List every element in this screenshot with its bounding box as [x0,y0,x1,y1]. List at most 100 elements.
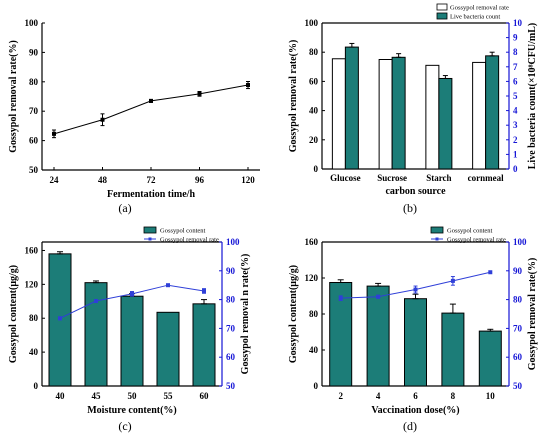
y-axis-label: Gossypol content(μg/g) [288,265,299,363]
data-point [52,131,56,136]
y2-tick-label: 7 [513,62,518,72]
x-tick-label: 4 [376,391,381,401]
y-tick-label: 20 [309,135,319,145]
legend-label: Live bacteria count [450,14,500,21]
x-tick-label: 120 [241,175,255,185]
bar-live-bacteria [391,56,406,170]
legend-label: Gossypol content [160,228,206,235]
y2-tick-label: 8 [513,47,518,57]
y-tick-label: 120 [305,273,319,283]
x-tick-label: Starch [426,173,451,183]
panel-caption: (c) [118,419,131,433]
y-axis-label: Gossypol removal rate(%) [288,40,299,153]
data-point [202,288,206,293]
x-axis-label: Vaccination dose(%) [371,405,459,416]
legend-swatch [436,3,448,11]
y2-tick-label: 50 [513,381,523,391]
x-axis-label: Moisture content(%) [87,405,177,416]
y-tick-label: 40 [309,345,319,355]
y-tick-label: 80 [29,313,39,323]
x-tick-label: 55 [164,391,174,401]
y2-tick-label: 70 [226,323,236,333]
y2-axis-label: Gossypol removal n rate(%) [240,254,251,375]
y-tick-label: 80 [309,309,319,319]
x-tick-label: 24 [50,175,60,185]
y-tick-label: 70 [29,106,39,116]
x-tick-label: 6 [413,391,418,401]
y2-tick-label: 80 [513,295,523,305]
legend-swatch [143,226,157,234]
legend-label: Gossypol removal rate [160,237,219,244]
x-tick-label: 2 [338,391,343,401]
data-point [130,291,134,296]
y2-axis-label: Live bacteria count(×10⁸CFU/mL) [527,23,538,169]
legend-label: Gossypol removal rate [450,5,509,12]
y-tick-label: 160 [305,237,319,247]
bar-removal-rate [425,64,440,170]
bar-removal-rate [472,61,487,170]
data-point [450,278,455,283]
y2-axis-label: Gossypol removal rate(%) [527,258,538,371]
x-tick-label: Glucose [330,173,361,183]
x-tick-label: 45 [92,391,102,401]
chart-b: 0 20 40 60 80 100 Gossypol removal rate(%) 0 1 2 3… [288,3,538,215]
y2-tick-label: 60 [226,352,236,362]
y2-tick-label: 5 [513,91,518,101]
y-tick-label: 100 [25,18,39,28]
panel-caption: (a) [118,201,131,215]
bar-live-bacteria [344,46,359,170]
x-tick-label: 60 [200,391,210,401]
data-point [58,316,62,321]
y-tick-label: 160 [25,245,39,255]
legend-label: Gossypol removal rate [447,237,506,244]
chart-d: 0 40 80 120 160 Gossypol content(μg/g) 50 60 70 8… [288,226,538,433]
series-line [53,84,249,135]
y-tick-label: 80 [29,77,39,87]
y2-tick-label: 6 [513,76,518,86]
y-tick-label: 40 [309,106,319,116]
bar-gossypol-content [120,295,144,387]
y2-tick-label: 90 [226,266,236,276]
y-tick-label: 0 [34,381,39,391]
y-axis-label: Gossypol removal rate(%) [8,40,19,153]
data-point [197,91,202,96]
y-tick-label: 0 [314,164,319,174]
y2-tick-label: 100 [226,237,240,247]
data-point [376,294,381,299]
panel-caption: (d) [403,419,417,433]
y2-tick-label: 100 [513,237,527,247]
bar-gossypol-content [192,303,216,387]
bar-gossypol-content [441,312,465,387]
y2-tick-label: 10 [513,18,523,28]
bar-gossypol-content [366,285,390,387]
y-tick-label: 90 [29,47,39,57]
data-point [149,98,153,103]
y-tick-label: 60 [29,136,39,146]
y2-tick-label: 80 [226,295,236,305]
legend-label: Gossypol content [447,228,493,235]
y2-tick-label: 70 [513,323,523,333]
bar-removal-rate [378,59,393,170]
data-point [94,299,98,304]
data-point [246,83,250,88]
y-tick-label: 120 [25,279,39,289]
y2-tick-label: 4 [513,106,518,116]
x-tick-label: 10 [486,391,496,401]
bar-gossypol-content [156,311,180,387]
y2-tick-label: 0 [513,164,518,174]
x-tick-label: 72 [147,175,157,185]
y-tick-label: 100 [305,18,319,28]
data-point [166,283,170,288]
y-tick-label: 40 [29,347,39,357]
y2-tick-label: 90 [513,266,523,276]
legend-swatch [430,226,444,234]
data-point [338,296,343,301]
bar-removal-rate [331,58,346,170]
x-axis-label: Fermentation time/h [107,189,195,200]
data-point [413,287,418,292]
y2-tick-label: 60 [513,352,523,362]
legend-swatch [436,12,448,20]
x-axis-label: carbon source [385,186,446,197]
legend: Gossypol content Gossypol removal rate [430,226,506,244]
